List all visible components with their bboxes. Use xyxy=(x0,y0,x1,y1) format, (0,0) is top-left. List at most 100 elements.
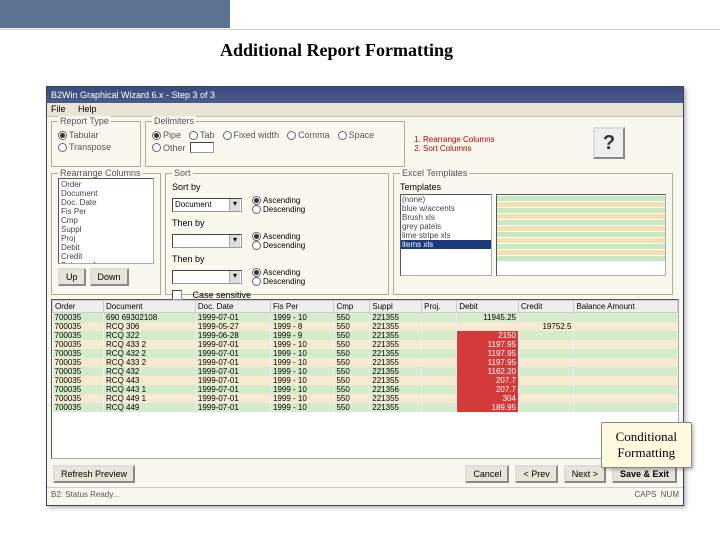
delimiter-radio-3[interactable] xyxy=(287,131,296,140)
cell-6-0: 700035 xyxy=(53,367,104,376)
table-row[interactable]: 700035RCQ 4321999-07-011999 - 1055022135… xyxy=(53,367,678,376)
delimiter-radio-1[interactable] xyxy=(189,131,198,140)
report-type-radio-1[interactable] xyxy=(58,143,67,152)
template-item-4[interactable]: lime stripe xls xyxy=(401,231,491,240)
cell-4-0: 700035 xyxy=(53,349,104,358)
table-row[interactable]: 700035RCQ 443 11999-07-011999 - 10550221… xyxy=(53,385,678,394)
excel-templates-legend: Excel Templates xyxy=(400,168,469,178)
col-header-8[interactable]: Credit xyxy=(518,301,573,313)
cell-9-5: 221355 xyxy=(370,394,422,403)
col-header-5[interactable]: Suppl xyxy=(370,301,422,313)
col-header-3[interactable]: Fis Per xyxy=(271,301,334,313)
cell-2-8 xyxy=(518,331,573,340)
thenby1-combo[interactable] xyxy=(172,234,242,248)
cell-9-2: 1999-07-01 xyxy=(195,394,270,403)
report-type-radio-0[interactable] xyxy=(58,131,67,140)
table-row[interactable]: 700035RCQ 432 21999-07-011999 - 10550221… xyxy=(53,349,678,358)
cell-4-7: 1197.95 xyxy=(457,349,519,358)
help-button[interactable]: ? xyxy=(593,127,625,159)
cell-5-8 xyxy=(518,358,573,367)
cell-7-8 xyxy=(518,376,573,385)
cell-9-0: 700035 xyxy=(53,394,104,403)
cell-0-8 xyxy=(518,313,573,323)
cell-6-1: RCQ 432 xyxy=(104,367,196,376)
cell-2-4: 550 xyxy=(334,331,370,340)
up-button[interactable]: Up xyxy=(58,268,86,286)
cell-6-2: 1999-07-01 xyxy=(195,367,270,376)
refresh-preview-button[interactable]: Refresh Preview xyxy=(53,465,135,483)
col-header-2[interactable]: Doc. Date xyxy=(195,301,270,313)
col-header-9[interactable]: Balance Amount xyxy=(574,301,678,313)
sort1-desc-radio[interactable] xyxy=(252,205,261,214)
case-sensitive-checkbox[interactable] xyxy=(172,290,182,300)
rearrange-item-1[interactable]: Document xyxy=(60,189,152,198)
prev-button[interactable]: < Prev xyxy=(515,465,557,483)
sort3-asc-radio[interactable] xyxy=(252,268,261,277)
template-item-2[interactable]: Brush xls xyxy=(401,213,491,222)
cell-6-3: 1999 - 10 xyxy=(271,367,334,376)
table-row[interactable]: 700035RCQ 433 21999-07-011999 - 10550221… xyxy=(53,358,678,367)
thenby2-combo[interactable] xyxy=(172,270,242,284)
col-header-0[interactable]: Order xyxy=(53,301,104,313)
col-header-6[interactable]: Proj. xyxy=(422,301,457,313)
menu-file[interactable]: File xyxy=(51,104,66,114)
col-header-1[interactable]: Document xyxy=(104,301,196,313)
rearrange-item-4[interactable]: Cmp xyxy=(60,216,152,225)
sort-legend: Sort xyxy=(172,168,193,178)
cell-10-3: 1999 - 10 xyxy=(271,403,334,412)
cell-0-7: 11945.25 xyxy=(457,313,519,323)
template-item-0[interactable]: (none) xyxy=(401,195,491,204)
rearrange-listbox[interactable]: OrderDocumentDoc. DateFis PerCmpSupplPro… xyxy=(58,178,154,264)
table-row[interactable]: 700035RCQ 4431999-07-011999 - 1055022135… xyxy=(53,376,678,385)
menu-help[interactable]: Help xyxy=(78,104,97,114)
sort2-asc-radio[interactable] xyxy=(252,232,261,241)
rearrange-item-7[interactable]: Debit xyxy=(60,243,152,252)
rearrange-item-0[interactable]: Order xyxy=(60,180,152,189)
delimiter-radio-2[interactable] xyxy=(223,131,232,140)
cell-3-8 xyxy=(518,340,573,349)
cell-8-5: 221356 xyxy=(370,385,422,394)
sortby-combo[interactable]: Document xyxy=(172,198,242,212)
rearrange-item-8[interactable]: Credit xyxy=(60,252,152,261)
down-button[interactable]: Down xyxy=(90,268,129,286)
delimiter-radio-4[interactable] xyxy=(338,131,347,140)
other-delimiter-input[interactable] xyxy=(190,142,214,153)
template-item-1[interactable]: blue w/accents xyxy=(401,204,491,213)
table-row[interactable]: 700035690 693021081999-07-011999 - 10550… xyxy=(53,313,678,323)
rearrange-item-9[interactable]: Balance Amount xyxy=(60,261,152,264)
cell-1-6 xyxy=(422,322,457,331)
rearrange-item-5[interactable]: Suppl xyxy=(60,225,152,234)
table-row[interactable]: 700035RCQ 449 11999-07-011999 - 10550221… xyxy=(53,394,678,403)
cancel-button[interactable]: Cancel xyxy=(465,465,509,483)
cell-1-5: 221355 xyxy=(370,322,422,331)
next-button[interactable]: Next > xyxy=(564,465,606,483)
sort2-desc-radio[interactable] xyxy=(252,241,261,250)
template-item-5[interactable]: items xls xyxy=(401,240,491,249)
delimiter-radio-0[interactable] xyxy=(152,131,161,140)
templates-label: Templates xyxy=(400,182,666,192)
rearrange-item-3[interactable]: Fis Per xyxy=(60,207,152,216)
preview-grid[interactable]: OrderDocumentDoc. DateFis PerCmpSupplPro… xyxy=(51,299,679,459)
cell-0-3: 1999 - 10 xyxy=(271,313,334,323)
template-item-3[interactable]: grey patels xyxy=(401,222,491,231)
cell-10-6 xyxy=(422,403,457,412)
sort3-desc-radio[interactable] xyxy=(252,277,261,286)
templates-listbox[interactable]: (none)blue w/accentsBrush xlsgrey patels… xyxy=(400,194,492,276)
table-row[interactable]: 700035RCQ 3061999-05-271999 - 8550221355… xyxy=(53,322,678,331)
cell-0-4: 550 xyxy=(334,313,370,323)
rearrange-item-6[interactable]: Proj xyxy=(60,234,152,243)
cell-0-2: 1999-07-01 xyxy=(195,313,270,323)
col-header-7[interactable]: Debit xyxy=(457,301,519,313)
col-header-4[interactable]: Cmp xyxy=(334,301,370,313)
table-row[interactable]: 700035RCQ 4491999-07-011999 - 1055022135… xyxy=(53,403,678,412)
rearrange-item-2[interactable]: Doc. Date xyxy=(60,198,152,207)
cell-4-4: 550 xyxy=(334,349,370,358)
sort1-asc-radio[interactable] xyxy=(252,196,261,205)
window-titlebar: B2Win Graphical Wizard 6.x - Step 3 of 3 xyxy=(47,87,683,103)
table-row[interactable]: 700035RCQ 3221999-06-281999 - 9550221355… xyxy=(53,331,678,340)
table-row[interactable]: 700035RCQ 433 21999-07-011999 - 10550221… xyxy=(53,340,678,349)
hints-panel: Rearrange ColumnsSort Columns xyxy=(409,121,589,167)
cell-0-0: 700035 xyxy=(53,313,104,323)
cell-1-2: 1999-05-27 xyxy=(195,322,270,331)
delimiter-radio-5[interactable] xyxy=(152,143,161,152)
